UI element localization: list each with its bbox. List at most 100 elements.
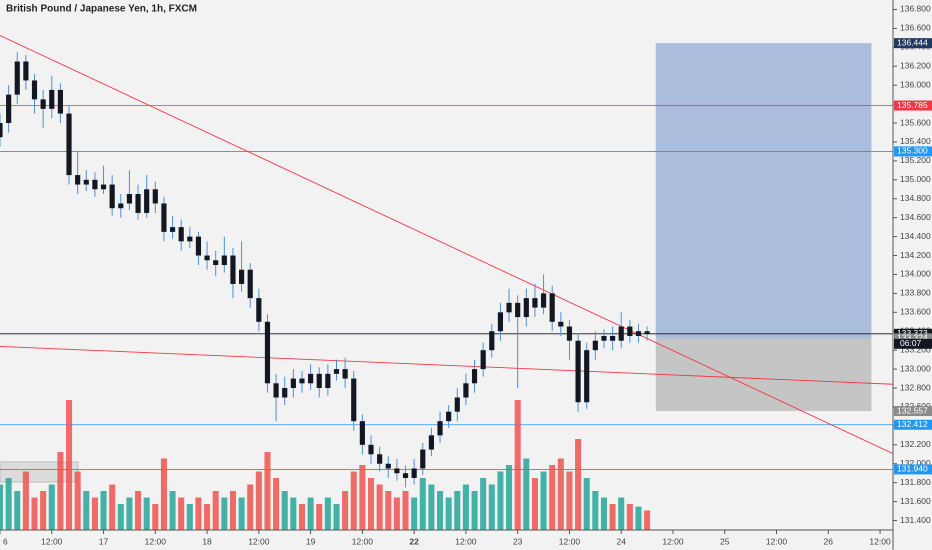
x-tick-label: 12:00 bbox=[248, 536, 270, 546]
volume-bar bbox=[14, 491, 21, 530]
candle-body bbox=[316, 373, 322, 389]
x-tick-label: 19 bbox=[306, 536, 316, 546]
candle-body bbox=[264, 321, 271, 384]
candle-body bbox=[402, 473, 409, 478]
candle-body bbox=[610, 335, 616, 341]
price-tag bbox=[894, 146, 932, 157]
candle-body bbox=[446, 411, 452, 422]
y-tick-label: 136.000 bbox=[900, 79, 931, 89]
candle-body bbox=[584, 350, 590, 403]
countdown-label: 06:07 bbox=[900, 338, 922, 348]
y-tick-label: 134.200 bbox=[900, 250, 931, 260]
volume-bar bbox=[22, 471, 29, 530]
candle-body bbox=[57, 89, 63, 114]
candle-body bbox=[635, 331, 642, 336]
candle-body bbox=[213, 260, 219, 265]
candle-body bbox=[428, 435, 434, 450]
volume-bar bbox=[376, 484, 383, 530]
candle-body bbox=[601, 335, 607, 341]
volume-bar bbox=[273, 478, 280, 530]
volume-bar bbox=[359, 465, 366, 530]
candle-body bbox=[359, 421, 365, 445]
volume-bar bbox=[402, 491, 409, 530]
candle-body bbox=[342, 369, 348, 379]
candle-body bbox=[144, 189, 150, 213]
volume-bar bbox=[40, 491, 47, 530]
y-tick-label: 134.600 bbox=[900, 212, 931, 222]
candle-body bbox=[135, 194, 141, 213]
y-tick-label: 133.200 bbox=[900, 344, 931, 354]
volume-bar bbox=[644, 510, 651, 530]
candle-body bbox=[169, 227, 176, 232]
price-tag-label: 135.300 bbox=[897, 146, 928, 156]
candle-body bbox=[109, 184, 115, 209]
candle-body bbox=[118, 203, 124, 209]
volume-bar bbox=[592, 491, 599, 530]
y-tick-label: 136.800 bbox=[900, 4, 931, 14]
candle-body bbox=[333, 369, 340, 374]
volume-bar bbox=[350, 471, 357, 530]
volume-bar bbox=[178, 497, 185, 530]
volume-bar bbox=[238, 497, 245, 530]
candle-body bbox=[385, 463, 391, 469]
volume-bar bbox=[600, 497, 607, 530]
y-tick-label: 132.800 bbox=[900, 382, 931, 392]
y-tick-label: 136.200 bbox=[900, 61, 931, 71]
volume-bar bbox=[83, 491, 90, 530]
volume-bar bbox=[143, 497, 150, 530]
candle-body bbox=[566, 326, 573, 341]
volume-bar bbox=[626, 504, 633, 530]
volume-bar bbox=[531, 478, 538, 530]
candle-body bbox=[6, 94, 12, 124]
volume-bar bbox=[324, 497, 331, 530]
volume-bar bbox=[212, 491, 219, 530]
volume-bar bbox=[635, 506, 642, 530]
candle-body bbox=[0, 123, 3, 138]
candle-body bbox=[66, 113, 72, 176]
y-tick-label: 135.600 bbox=[900, 117, 931, 127]
volume-bar bbox=[160, 458, 167, 530]
candle-body bbox=[187, 236, 193, 242]
volume-bar bbox=[307, 497, 314, 530]
price-tag-label: 136.444 bbox=[897, 37, 928, 47]
volume-bar bbox=[549, 465, 556, 530]
volume-bar bbox=[367, 478, 375, 530]
volume-bar bbox=[393, 497, 400, 530]
volume-bar bbox=[609, 504, 616, 530]
trendline bbox=[0, 35, 894, 455]
volume-bar bbox=[497, 471, 504, 530]
x-tick-label: 18 bbox=[202, 536, 212, 546]
volume-bar bbox=[445, 497, 452, 530]
y-tick-label: 133.800 bbox=[900, 288, 931, 298]
volume-bar bbox=[566, 471, 573, 530]
candle-body bbox=[40, 99, 46, 109]
candle-body bbox=[247, 269, 253, 299]
y-tick-label: 133.600 bbox=[900, 307, 931, 317]
volume-bar bbox=[471, 491, 478, 530]
volume-bar bbox=[57, 452, 64, 530]
candle-body bbox=[100, 184, 107, 190]
x-tick-label: 12:00 bbox=[352, 536, 374, 546]
volume-bar bbox=[100, 491, 107, 530]
candle-body bbox=[152, 189, 158, 204]
candle-body bbox=[497, 312, 504, 332]
volume-bar bbox=[117, 504, 124, 530]
volume-bar bbox=[454, 491, 461, 530]
candle-body bbox=[411, 468, 417, 478]
price-tag bbox=[894, 38, 932, 49]
candle-body bbox=[221, 255, 227, 265]
price-tag-label: 131.940 bbox=[897, 464, 928, 474]
y-tick-label: 134.800 bbox=[900, 193, 931, 203]
x-tick-label: 12:00 bbox=[41, 536, 63, 546]
x-tick-label: 12:00 bbox=[662, 536, 684, 546]
volume-bar bbox=[488, 484, 495, 530]
candle-body bbox=[454, 397, 460, 412]
volume-bar bbox=[316, 504, 323, 530]
x-tick-label: 24 bbox=[616, 536, 626, 546]
candle-body bbox=[14, 61, 20, 95]
price-tag-label: 133.324 bbox=[897, 333, 928, 343]
volume-bar bbox=[186, 504, 193, 530]
candle-body bbox=[290, 378, 296, 389]
x-tick-label: 6 bbox=[3, 536, 8, 546]
